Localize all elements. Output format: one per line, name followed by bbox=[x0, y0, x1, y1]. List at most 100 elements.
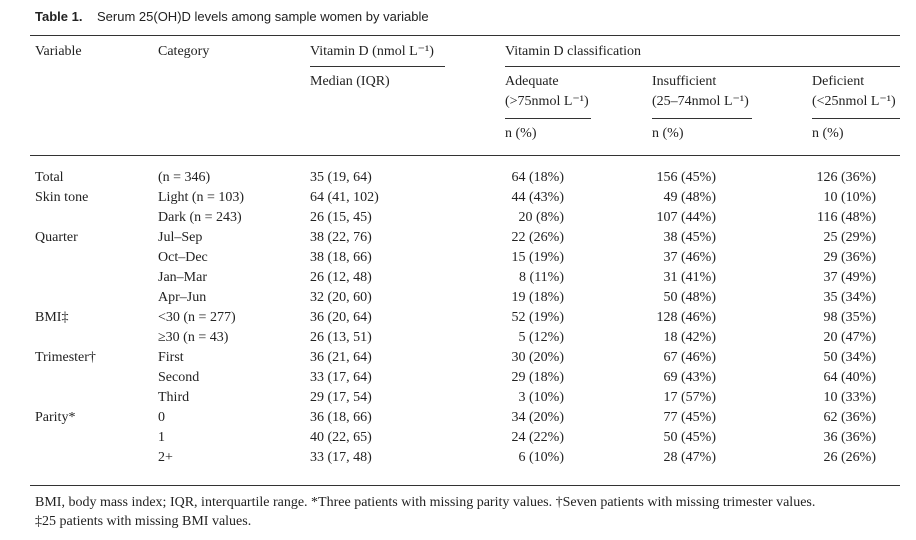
footnote: ‡25 patients with missing BMI values. bbox=[35, 514, 252, 529]
table-cell: 116 (48%) bbox=[817, 210, 876, 225]
row-variable: Parity* bbox=[35, 410, 76, 425]
column-subheader: Median (IQR) bbox=[310, 74, 390, 89]
column-header: Vitamin D (nmol L⁻¹) bbox=[310, 44, 434, 59]
table-cell: Third bbox=[158, 390, 190, 405]
column-header: Deficient bbox=[812, 74, 865, 89]
table-cell: 17 (57%) bbox=[663, 390, 717, 405]
table-cell: 40 (22, 65) bbox=[310, 430, 372, 445]
table-cell: 35 (19, 64) bbox=[310, 170, 372, 185]
table-cell: 64 (40%) bbox=[823, 370, 877, 385]
table-cell: 128 (46%) bbox=[656, 310, 717, 325]
table-cell: 35 (34%) bbox=[823, 290, 877, 305]
table-cell: 36 (36%) bbox=[823, 430, 877, 445]
table-cell: ≥30 (n = 43) bbox=[158, 330, 229, 345]
table-cell: 98 (35%) bbox=[823, 310, 877, 325]
table-cell: 77 (45%) bbox=[663, 410, 717, 425]
table-cell: 30 (20%) bbox=[511, 350, 565, 365]
column-stat: n (%) bbox=[652, 126, 684, 141]
table-cell: 29 (18%) bbox=[511, 370, 565, 385]
group-rule bbox=[505, 66, 900, 67]
table-cell: 36 (18, 66) bbox=[310, 410, 372, 425]
table-cell: <30 (n = 277) bbox=[158, 310, 236, 325]
table-cell: 52 (19%) bbox=[511, 310, 565, 325]
column-header: Adequate bbox=[505, 74, 559, 89]
sub-rule bbox=[652, 118, 752, 119]
header-rule bbox=[30, 155, 900, 156]
row-variable: Trimester† bbox=[35, 350, 96, 365]
table-cell: 34 (20%) bbox=[511, 410, 565, 425]
column-stat: n (%) bbox=[812, 126, 844, 141]
table-cell: 64 (18%) bbox=[511, 170, 565, 185]
table-cell: 44 (43%) bbox=[511, 190, 565, 205]
table-cell: 0 bbox=[158, 410, 165, 425]
table-cell: 31 (41%) bbox=[663, 270, 717, 285]
table-cell: 26 (13, 51) bbox=[310, 330, 372, 345]
row-variable: BMI‡ bbox=[35, 310, 69, 325]
table-cell: 20 (47%) bbox=[823, 330, 877, 345]
table-cell: 37 (46%) bbox=[663, 250, 717, 265]
table-cell: 49 (48%) bbox=[663, 190, 717, 205]
table-cell: 36 (21, 64) bbox=[310, 350, 372, 365]
top-rule bbox=[30, 35, 900, 36]
table-cell: Jul–Sep bbox=[158, 230, 203, 245]
table-cell: 10 (33%) bbox=[823, 390, 877, 405]
table-cell: 32 (20, 60) bbox=[310, 290, 372, 305]
table-cell: 156 (45%) bbox=[656, 170, 717, 185]
table-cell: First bbox=[158, 350, 184, 365]
table-cell: 2+ bbox=[158, 450, 173, 465]
table-cell: 5 (12%) bbox=[518, 330, 565, 345]
table-cell: 38 (45%) bbox=[663, 230, 717, 245]
bottom-rule bbox=[30, 485, 900, 486]
table-cell: 107 (44%) bbox=[656, 210, 717, 225]
table-cell: Apr–Jun bbox=[158, 290, 207, 305]
table-cell: Second bbox=[158, 370, 200, 385]
table-cell: 1 bbox=[158, 430, 165, 445]
column-subheader: (25–74nmol L⁻¹) bbox=[652, 94, 749, 109]
table-cell: 25 (29%) bbox=[823, 230, 877, 245]
column-header: Insufficient bbox=[652, 74, 717, 89]
sub-rule bbox=[812, 118, 900, 119]
table-cell: 22 (26%) bbox=[511, 230, 565, 245]
table-cell: 26 (26%) bbox=[823, 450, 877, 465]
table-cell: 33 (17, 64) bbox=[310, 370, 372, 385]
column-header: Category bbox=[158, 44, 210, 59]
table-cell: Jan–Mar bbox=[158, 270, 207, 285]
table-cell: 38 (22, 76) bbox=[310, 230, 372, 245]
table-cell: 126 (36%) bbox=[816, 170, 877, 185]
footnote: BMI, body mass index; IQR, interquartile… bbox=[35, 495, 816, 510]
column-subheader: (>75nmol L⁻¹) bbox=[505, 94, 589, 109]
table-cell: 62 (36%) bbox=[823, 410, 877, 425]
table-cell: 26 (12, 48) bbox=[310, 270, 372, 285]
table-cell: 15 (19%) bbox=[511, 250, 565, 265]
table-cell: Oct–Dec bbox=[158, 250, 208, 265]
column-stat: n (%) bbox=[505, 126, 537, 141]
row-variable: Total bbox=[35, 170, 64, 185]
table-cell: 37 (49%) bbox=[823, 270, 877, 285]
table-cell: 50 (34%) bbox=[823, 350, 877, 365]
table-label: Table 1. bbox=[35, 9, 83, 24]
table-cell: 19 (18%) bbox=[511, 290, 565, 305]
row-variable: Skin tone bbox=[35, 190, 89, 205]
table-cell: 6 (10%) bbox=[518, 450, 565, 465]
table-cell: 24 (22%) bbox=[511, 430, 565, 445]
table-cell: 29 (36%) bbox=[823, 250, 877, 265]
table-cell: 29 (17, 54) bbox=[310, 390, 372, 405]
table-cell: (n = 346) bbox=[158, 170, 211, 185]
table-cell: 26 (15, 45) bbox=[310, 210, 372, 225]
row-variable: Quarter bbox=[35, 230, 78, 245]
table-cell: 67 (46%) bbox=[663, 350, 717, 365]
table-cell: 28 (47%) bbox=[663, 450, 717, 465]
table-cell: 20 (8%) bbox=[518, 210, 565, 225]
table-cell: 36 (20, 64) bbox=[310, 310, 372, 325]
table-cell: 8 (11%) bbox=[519, 270, 564, 285]
column-subheader: (<25nmol L⁻¹) bbox=[812, 94, 896, 109]
table-cell: Dark (n = 243) bbox=[158, 210, 242, 225]
table-cell: Light (n = 103) bbox=[158, 190, 245, 205]
table-cell: 50 (45%) bbox=[663, 430, 717, 445]
table-title: Serum 25(OH)D levels among sample women … bbox=[97, 9, 429, 24]
table-cell: 38 (18, 66) bbox=[310, 250, 372, 265]
table-cell: 10 (10%) bbox=[823, 190, 877, 205]
sub-rule bbox=[505, 118, 591, 119]
table-cell: 18 (42%) bbox=[663, 330, 717, 345]
